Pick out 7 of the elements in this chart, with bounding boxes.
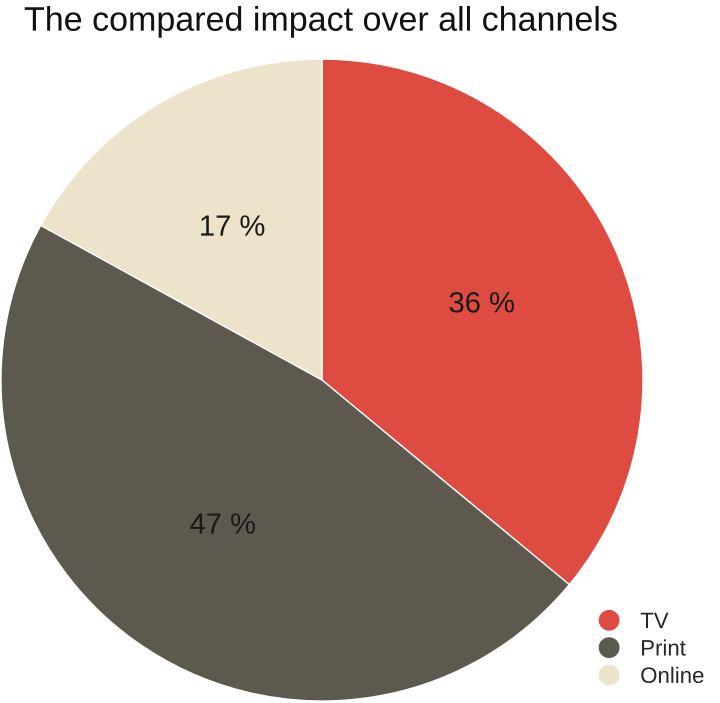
data-label: 17 % (201, 215, 264, 236)
data-label: 36 % (450, 292, 514, 313)
legend-label: Online (641, 666, 704, 684)
legend-label: Print (642, 639, 686, 656)
legend-label: TV (640, 612, 669, 628)
data-label: 47 % (190, 513, 255, 534)
chart-title: The compared impact over all channels (24, 6, 617, 38)
